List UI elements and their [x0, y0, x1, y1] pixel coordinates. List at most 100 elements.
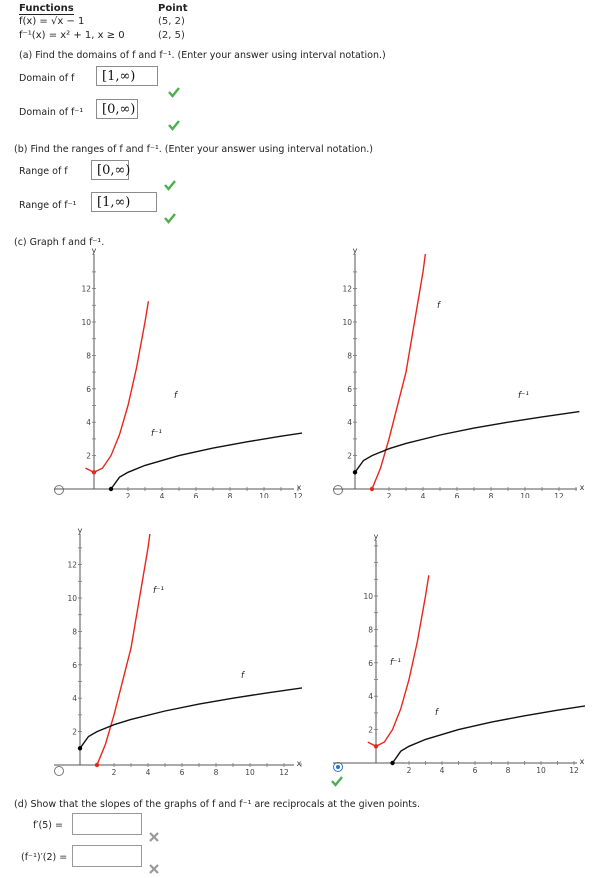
part-a-question: (a) Find the domains of f and f⁻¹. (Ente… [19, 50, 386, 61]
x-tick-label-12: 12 [554, 492, 564, 498]
fprime-incorrect-x-icon [149, 832, 159, 842]
domain-f-label: Domain of f [19, 73, 75, 84]
y-tick-label-6: 6 [347, 385, 352, 394]
x-tick-label-4: 4 [160, 492, 165, 498]
x-tick-label-10: 10 [520, 492, 530, 498]
range-f-input[interactable]: [0,∞) [91, 160, 130, 180]
y-tick-label-8: 8 [368, 625, 373, 634]
functions-label: Functions [19, 3, 74, 15]
y-tick-label-10: 10 [342, 318, 352, 327]
series-black-endpoint [352, 470, 358, 475]
x-axis-label: x [297, 483, 302, 492]
y-tick-label-6: 6 [368, 659, 373, 668]
series-red-endpoint [91, 470, 97, 475]
domain-finv-correct-check-icon [168, 120, 180, 131]
x-tick-label-10: 10 [259, 492, 269, 498]
series-black-curve [391, 705, 585, 764]
series-black-endpoint [390, 760, 395, 766]
graph-option-3: x y 2 4 6 8 10 12 2 4 6 8 10 12 f⁻¹ f [54, 528, 302, 777]
series-red-endpoint [373, 744, 379, 749]
y-tick-label-4: 4 [368, 692, 373, 701]
series-black-endpoint [77, 746, 83, 751]
x-tick-label-6: 6 [473, 766, 478, 774]
part-b-question: (b) Find the ranges of f and f⁻¹. (Enter… [14, 144, 373, 155]
series-red-curve [85, 301, 150, 474]
series-red-curve [96, 534, 151, 766]
y-axis-label: y [78, 528, 83, 535]
graph-option-1-radio[interactable] [54, 485, 64, 495]
series-red-endpoint [369, 486, 375, 492]
graph-option-4: x y 2 4 6 8 10 12 2 4 6 8 10 f⁻¹ f [333, 532, 585, 774]
series-black-curve [79, 687, 302, 749]
x-axis-label: x [297, 759, 302, 768]
domain-f-input[interactable]: [1,∞) [96, 66, 158, 86]
series-black-curve [110, 432, 302, 490]
y-tick-label-8: 8 [72, 627, 77, 636]
series-black-curve [354, 410, 580, 473]
y-tick-label-2: 2 [347, 452, 352, 461]
x-tick-label-2: 2 [112, 768, 117, 777]
finvprime-incorrect-x-icon [149, 864, 159, 874]
series-black-label: f [435, 708, 440, 718]
series-black-label: f [241, 671, 246, 681]
part-c-question: (c) Graph f and f⁻¹. [14, 237, 105, 248]
series-black-label: f⁻¹ [518, 391, 529, 401]
y-axis-label: y [92, 248, 97, 255]
graph-correct-check-icon [331, 776, 343, 787]
x-tick-label-8: 8 [506, 766, 511, 774]
x-tick-label-6: 6 [194, 492, 199, 498]
x-tick-label-6: 6 [455, 492, 460, 498]
series-red-label: f [437, 301, 442, 311]
series-red-label: f⁻¹ [390, 658, 401, 668]
y-axis-label: y [353, 248, 358, 255]
f-point: (5, 2) [158, 16, 185, 27]
finvprime-input[interactable] [72, 845, 142, 867]
point-label: Point [158, 3, 188, 14]
graph-option-1: x y 2 4 6 8 10 12 2 4 6 8 10 12 f f⁻¹ [54, 248, 303, 498]
range-f-label: Range of f [19, 166, 68, 177]
y-tick-label-8: 8 [86, 351, 91, 360]
series-red-endpoint [94, 762, 100, 768]
series-black-endpoint [108, 486, 114, 492]
x-tick-label-8: 8 [214, 768, 219, 777]
y-tick-label-10: 10 [363, 592, 373, 601]
y-tick-label-4: 4 [72, 694, 77, 703]
x-tick-label-2: 2 [387, 492, 392, 498]
x-tick-label-4: 4 [421, 492, 426, 498]
x-tick-label-6: 6 [180, 768, 185, 777]
graph-option-2-radio[interactable] [333, 485, 343, 495]
x-tick-label-12: 12 [293, 492, 303, 498]
finv-point: (2, 5) [158, 30, 185, 41]
x-tick-label-10: 10 [536, 766, 546, 774]
x-tick-label-4: 4 [146, 768, 151, 777]
x-tick-label-2: 2 [126, 492, 131, 498]
fprime-input[interactable] [72, 813, 142, 835]
y-tick-label-6: 6 [86, 385, 91, 394]
finv-definition: f⁻¹(x) = x² + 1, x ≥ 0 [19, 30, 125, 41]
graph-option-3-radio[interactable] [54, 766, 64, 776]
y-tick-label-2: 2 [368, 726, 373, 735]
y-axis-label: y [374, 532, 379, 541]
domain-finv-input[interactable]: [0,∞) [96, 99, 138, 119]
graph-option-2: x y 2 4 6 8 10 12 2 4 6 8 10 12 f f⁻¹ [333, 248, 585, 498]
series-red-curve [367, 575, 430, 748]
y-tick-label-8: 8 [347, 351, 352, 360]
y-tick-label-2: 2 [72, 728, 77, 737]
y-tick-label-2: 2 [86, 452, 91, 461]
x-tick-label-8: 8 [489, 492, 494, 498]
range-finv-input[interactable]: [1,∞) [91, 192, 157, 212]
y-tick-label-10: 10 [81, 318, 91, 327]
range-finv-label: Range of f⁻¹ [19, 200, 77, 211]
domain-f-correct-check-icon [168, 87, 180, 98]
f-definition: f(x) = √x − 1 [19, 16, 85, 27]
x-axis-label: x [580, 757, 585, 766]
domain-finv-label: Domain of f⁻¹ [19, 107, 84, 118]
series-red-curve [371, 254, 427, 490]
y-tick-label-12: 12 [67, 561, 77, 570]
y-tick-label-4: 4 [347, 418, 352, 427]
y-tick-label-6: 6 [72, 661, 77, 670]
y-tick-label-12: 12 [81, 285, 91, 294]
x-tick-label-4: 4 [440, 766, 445, 774]
x-axis-label: x [580, 483, 585, 492]
series-red-label: f⁻¹ [153, 586, 164, 596]
